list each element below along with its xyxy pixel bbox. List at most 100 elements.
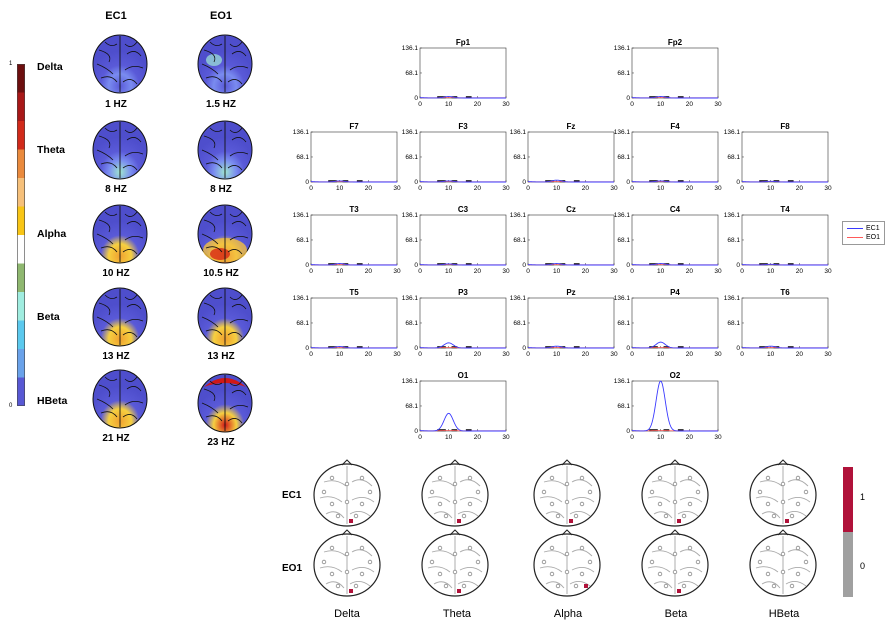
sulcus-line bbox=[679, 497, 703, 503]
x-tick-label: 0 bbox=[740, 268, 744, 275]
x-tick-label: 20 bbox=[796, 268, 804, 275]
x-tick-label: 20 bbox=[365, 185, 373, 192]
y-tick-label: 136.1 bbox=[724, 129, 741, 136]
electrode-dot bbox=[657, 571, 663, 577]
x-tick-label: 30 bbox=[714, 101, 722, 108]
x-tick-label: 10 bbox=[657, 434, 665, 441]
electrode-dot bbox=[789, 513, 795, 519]
spectrum-panel-p4: P4 0 10 20 30 0 68.1 136.1 bbox=[614, 288, 722, 358]
electrode-dot bbox=[437, 475, 443, 481]
spectrum-panel-f8: F8 0 10 20 30 0 68.1 136.1 bbox=[724, 122, 832, 192]
panel-axes-box bbox=[310, 214, 398, 266]
sulcus-line bbox=[647, 566, 671, 573]
sulcus-line bbox=[653, 581, 673, 589]
topomap-head bbox=[196, 120, 254, 180]
sulcus-line bbox=[325, 581, 345, 589]
x-tick-label: 0 bbox=[418, 101, 422, 108]
sulcus-line bbox=[351, 497, 375, 503]
sulcus-line bbox=[96, 233, 114, 245]
electrode-dot bbox=[437, 501, 443, 507]
spectrum-panel-t5: T5 0 10 20 30 0 68.1 136.1 bbox=[293, 288, 401, 358]
nose-mark bbox=[669, 459, 681, 466]
sulcus-line bbox=[126, 51, 142, 57]
y-tick-label: 68.1 bbox=[727, 320, 740, 327]
sulcus-line bbox=[227, 165, 243, 171]
x-tick-label: 0 bbox=[630, 268, 634, 275]
sulcus-line bbox=[679, 567, 703, 573]
electrode-dot bbox=[541, 559, 547, 565]
x-tick-label: 20 bbox=[365, 351, 373, 358]
x-tick-label: 10 bbox=[445, 185, 453, 192]
series-line-ec1 bbox=[419, 263, 506, 266]
nose-mark bbox=[449, 529, 461, 536]
x-tick-label: 10 bbox=[336, 351, 344, 358]
sulcus-line bbox=[122, 79, 138, 85]
band-label-theta: Theta bbox=[37, 144, 66, 156]
spectrum-panel-o1: O1 0 10 20 30 0 68.1 136.1 bbox=[402, 371, 510, 441]
significant-electrode bbox=[584, 584, 588, 588]
y-tick-label: 0 bbox=[414, 262, 418, 269]
sulcus-line bbox=[761, 581, 781, 589]
x-tick-label: 20 bbox=[796, 351, 804, 358]
brain-topomap-icon bbox=[92, 287, 148, 347]
panel-axes-box bbox=[527, 297, 615, 349]
electrode-dot bbox=[695, 489, 701, 495]
brain-topomap-icon bbox=[197, 34, 253, 94]
electrode-dot bbox=[359, 545, 365, 551]
sulcus-line bbox=[229, 319, 249, 324]
x-tick-label: 30 bbox=[824, 185, 832, 192]
sulcus-line bbox=[543, 550, 567, 557]
sulcus-line bbox=[349, 581, 371, 587]
colorbar-segment bbox=[17, 121, 25, 150]
y-tick-label: 136.1 bbox=[724, 295, 741, 302]
significant-electrode bbox=[785, 519, 789, 523]
sulcus-line bbox=[457, 581, 479, 587]
y-tick-label: 136.1 bbox=[402, 378, 419, 385]
sulcus-line bbox=[229, 294, 243, 300]
sulcus-line bbox=[205, 246, 223, 253]
sulcus-line bbox=[100, 411, 118, 418]
x-tick-label: 0 bbox=[630, 434, 634, 441]
panel-title: T5 bbox=[349, 288, 359, 297]
sulcus-line bbox=[96, 149, 114, 161]
series-line-ec1 bbox=[527, 345, 614, 349]
y-tick-label: 136.1 bbox=[614, 212, 631, 219]
sulcus-line bbox=[203, 219, 216, 233]
sulcus-line bbox=[759, 480, 783, 487]
y-tick-label: 136.1 bbox=[510, 212, 527, 219]
brain-topomap-icon bbox=[197, 287, 253, 347]
sulcus-line bbox=[98, 135, 111, 149]
nose-mark bbox=[561, 459, 573, 466]
electrode-dot bbox=[757, 559, 763, 565]
colorbar-segment bbox=[17, 263, 25, 293]
electrode-dot bbox=[771, 583, 777, 589]
electrode-dot bbox=[587, 559, 593, 565]
sulcus-line bbox=[787, 567, 811, 573]
sulcus-line bbox=[569, 581, 591, 587]
freq-eo1-beta: 13 HZ bbox=[207, 351, 235, 362]
sulcus-line bbox=[349, 511, 371, 517]
freq-ec1-delta: 1 HZ bbox=[105, 99, 127, 110]
x-tick-label: 20 bbox=[686, 268, 694, 275]
sulcus-line bbox=[761, 511, 781, 519]
electrode-dot bbox=[443, 583, 449, 589]
sulcus-line bbox=[427, 566, 451, 573]
electrode-dot bbox=[452, 481, 458, 487]
electrode-dot bbox=[549, 501, 555, 507]
sulcus-line bbox=[231, 51, 247, 57]
electrode-dot bbox=[649, 489, 655, 495]
sulcus-line bbox=[205, 415, 223, 422]
sulcus-line bbox=[229, 405, 249, 410]
x-tick-label: 20 bbox=[686, 434, 694, 441]
x-tick-label: 0 bbox=[630, 101, 634, 108]
x-tick-label: 30 bbox=[502, 185, 510, 192]
significance-head-icon bbox=[533, 459, 601, 527]
electrode-dot bbox=[437, 571, 443, 577]
brain-topomap-icon bbox=[92, 34, 148, 94]
sulcus-line bbox=[104, 294, 118, 299]
y-tick-label: 68.1 bbox=[296, 237, 309, 244]
x-tick-label: 30 bbox=[610, 268, 618, 275]
sulcus-line bbox=[539, 566, 563, 573]
sulcus-line bbox=[201, 316, 219, 328]
band-label-delta: Delta bbox=[37, 61, 63, 73]
